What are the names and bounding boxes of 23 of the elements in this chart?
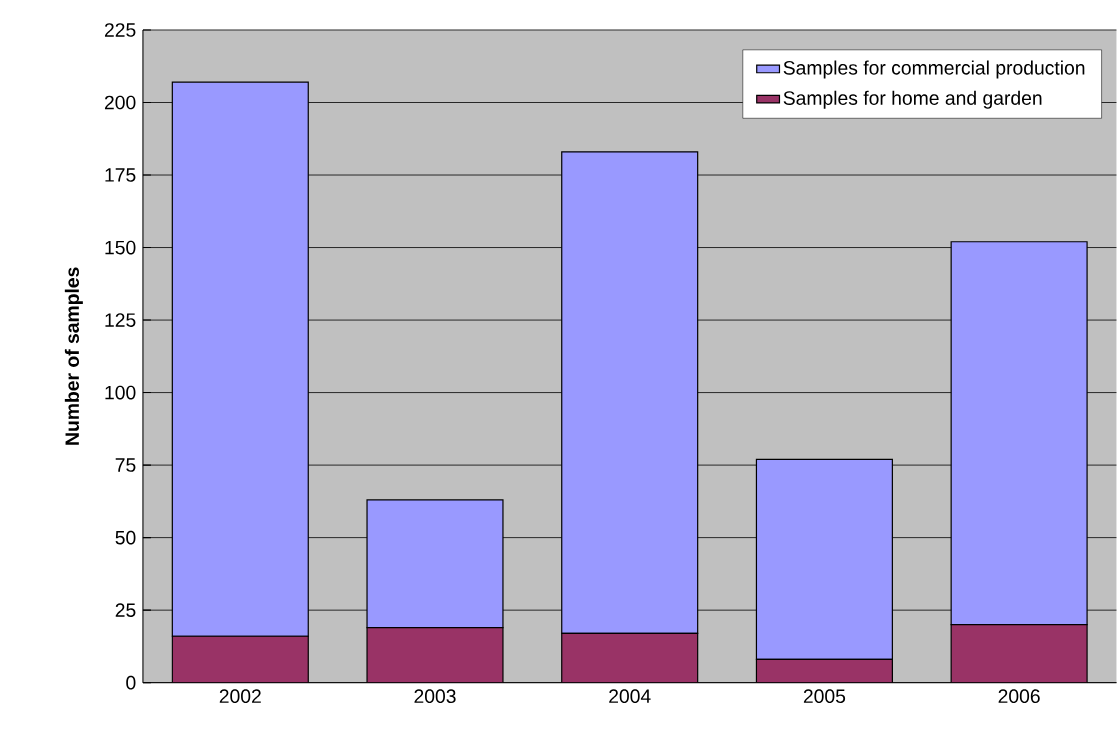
bar — [171, 635, 309, 683]
x-tick-label: 2005 — [803, 689, 846, 704]
y-tick-label: 175 — [105, 168, 136, 182]
y-tick-label: 50 — [115, 530, 136, 545]
bar — [366, 627, 504, 683]
x-tick-label: 2006 — [998, 689, 1040, 704]
y-axis-title: Number of samples — [64, 267, 83, 445]
legend-label: Samples for home and garden — [783, 90, 1042, 109]
bar — [561, 632, 699, 683]
bar — [950, 624, 1088, 683]
y-tick-label: 100 — [105, 385, 136, 400]
legend-label: Samples for commercial production — [783, 60, 1085, 79]
x-tick-label: 2003 — [414, 689, 456, 704]
x-tick-label: 2004 — [609, 689, 651, 704]
y-tick-label: 0 — [126, 675, 136, 690]
y-tick-label: 200 — [104, 95, 136, 110]
bar — [755, 659, 893, 683]
y-tick-label: 25 — [115, 603, 136, 618]
y-tick-label: 75 — [115, 458, 136, 473]
x-tick-label: 2002 — [219, 689, 261, 704]
y-tick-label: 125 — [105, 313, 136, 328]
y-tick-label: 225 — [104, 23, 136, 37]
y-tick-label: 150 — [105, 240, 136, 255]
